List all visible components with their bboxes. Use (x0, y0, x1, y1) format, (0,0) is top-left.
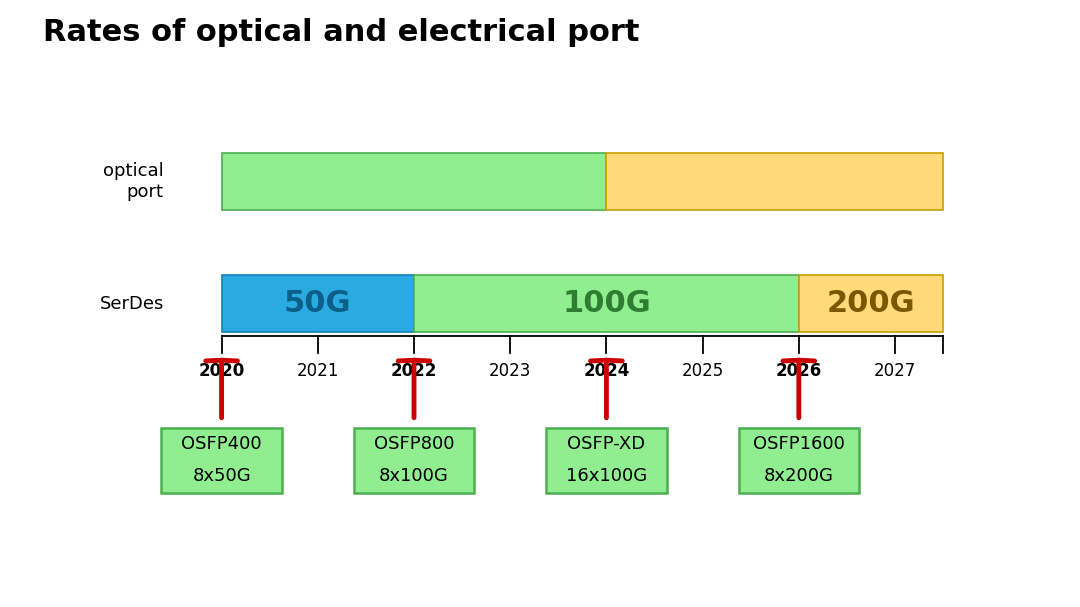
Bar (739, 428, 859, 493)
Text: SerDes: SerDes (99, 294, 164, 313)
Bar (799, 275, 943, 332)
Text: 2026: 2026 (775, 362, 822, 381)
Text: 8x50G: 8x50G (192, 467, 251, 486)
Bar (414, 275, 799, 332)
Text: OSFP400: OSFP400 (181, 435, 261, 453)
Text: 200G: 200G (826, 289, 915, 318)
Text: 8x200G: 8x200G (764, 467, 834, 486)
Text: 2027: 2027 (874, 362, 916, 381)
Bar (354, 428, 474, 493)
Bar (606, 152, 943, 209)
Text: 100G: 100G (562, 289, 651, 318)
Text: Rates of optical and electrical port: Rates of optical and electrical port (43, 18, 639, 47)
Text: OSFP800: OSFP800 (374, 435, 455, 453)
Text: optical
port: optical port (103, 161, 164, 200)
Bar (546, 428, 666, 493)
Text: 2025: 2025 (681, 362, 724, 381)
Bar (221, 152, 606, 209)
Bar (161, 428, 282, 493)
Text: 50G: 50G (284, 289, 352, 318)
Text: 16x100G: 16x100G (566, 467, 647, 486)
Text: 2021: 2021 (297, 362, 339, 381)
Text: 2022: 2022 (391, 362, 437, 381)
Text: 8x100G: 8x100G (379, 467, 449, 486)
Bar (221, 275, 414, 332)
Text: 2024: 2024 (583, 362, 630, 381)
Text: OSFP-XD: OSFP-XD (567, 435, 646, 453)
Text: 2023: 2023 (489, 362, 531, 381)
Text: 2020: 2020 (199, 362, 245, 381)
Text: OSFP1600: OSFP1600 (753, 435, 845, 453)
